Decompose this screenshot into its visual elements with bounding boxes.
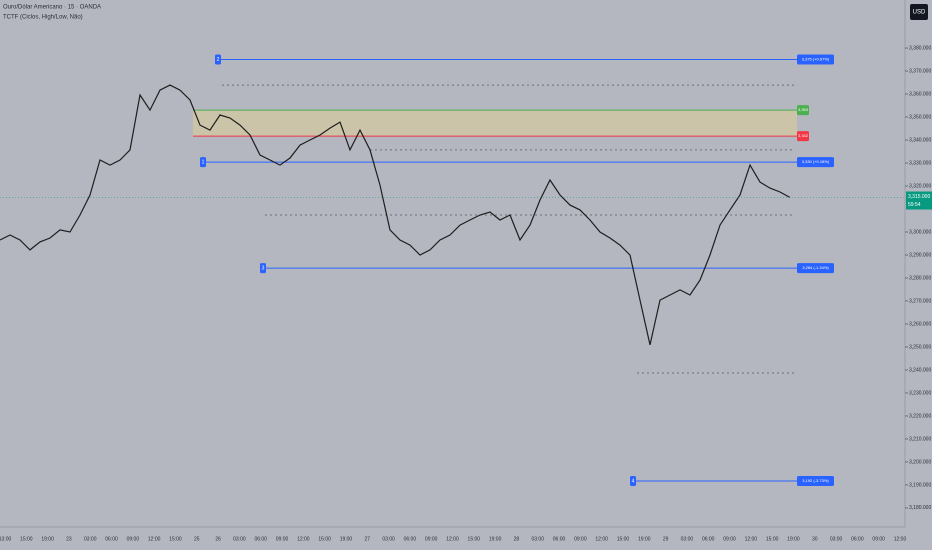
y-tick-label: 3,220.000	[909, 413, 931, 419]
zone-fill	[193, 110, 797, 137]
price-line	[0, 84, 791, 346]
y-tick-label: 3,210.000	[909, 436, 931, 442]
level-marker: 3	[262, 265, 265, 271]
y-tick-label: 3,340.000	[909, 137, 931, 143]
symbol-title: Ouro/Dólar Americano · 15 · OANDA	[3, 5, 101, 11]
level-label: 3,375 (+0.67%)	[802, 57, 830, 62]
zone-label: 3,353	[798, 107, 809, 112]
x-tick-label: 12:00	[446, 536, 459, 542]
zone-label: 3,342	[798, 133, 809, 138]
x-tick-label: 23	[66, 536, 72, 542]
x-tick-label: 25	[194, 536, 200, 542]
countdown-label: 59:54	[908, 202, 921, 208]
x-tick-label: 19:00	[41, 536, 54, 542]
current-price-label: 3,315.000	[908, 194, 930, 200]
x-tick-label: 09:00	[127, 536, 140, 542]
y-tick-label: 3,250.000	[909, 344, 931, 350]
x-tick-label: 15:00	[766, 536, 779, 542]
y-tick-label: 3,360.000	[909, 91, 931, 97]
x-tick-label: 19:00	[787, 536, 800, 542]
level-marker-box	[215, 54, 221, 65]
x-tick-label: 06:00	[105, 536, 118, 542]
x-tick-label: 19:00	[638, 536, 651, 542]
y-tick-label: 3,380.000	[909, 45, 931, 51]
current-price-box	[906, 191, 932, 210]
x-tick-label: 13:00	[0, 536, 11, 542]
x-tick-label: 12:00	[595, 536, 608, 542]
x-tick-label: 19:00	[489, 536, 502, 542]
y-tick-label: 3,320.000	[909, 183, 931, 189]
level-marker-box	[630, 476, 636, 487]
y-tick-label: 3,290.000	[909, 252, 931, 258]
x-tick-label: 03:00	[531, 536, 544, 542]
x-tick-label: 19:00	[340, 536, 353, 542]
x-tick-label: 03:00	[382, 536, 395, 542]
level-label-box	[797, 263, 834, 274]
level-label: 3,284 (-1.34%)	[802, 265, 829, 270]
level-label-box	[797, 476, 834, 487]
x-tick-label: 09:00	[872, 536, 885, 542]
y-tick-label: 3,180.000	[909, 505, 931, 511]
x-tick-label: 03:00	[681, 536, 694, 542]
y-tick-label: 3,260.000	[909, 321, 931, 327]
y-tick-label: 3,200.000	[909, 459, 931, 465]
x-tick-label: 12:00	[148, 536, 161, 542]
x-tick-label: 03:00	[830, 536, 843, 542]
currency-button[interactable]	[910, 4, 928, 20]
indicator-title: TCTF (Ciclos, High/Low, Não)	[3, 15, 83, 21]
y-tick-label: 3,350.000	[909, 114, 931, 120]
x-tick-label: 09:00	[276, 536, 289, 542]
y-tick-label: 3,240.000	[909, 367, 931, 373]
y-tick-label: 3,370.000	[909, 68, 931, 74]
zone-label-box	[797, 131, 809, 142]
x-tick-label: 30	[812, 536, 818, 542]
level-label: 3,330 (+0.18%)	[802, 159, 830, 164]
x-tick-label: 09:00	[425, 536, 438, 542]
level-marker-box	[260, 263, 266, 274]
x-tick-label: 27	[364, 536, 370, 542]
currency-label[interactable]: USD	[913, 10, 926, 16]
x-tick-label: 06:00	[404, 536, 417, 542]
x-tick-label: 06:00	[851, 536, 864, 542]
level-marker-box	[200, 157, 206, 168]
level-marker: 4	[632, 478, 635, 484]
x-tick-label: 06:00	[254, 536, 267, 542]
x-tick-label: 03:00	[84, 536, 97, 542]
x-tick-label: 15:00	[468, 536, 481, 542]
x-tick-label: 12:00	[745, 536, 758, 542]
level-label: 3,192 (-3.73%)	[802, 478, 829, 483]
y-tick-label: 3,270.000	[909, 298, 931, 304]
x-tick-label: 26	[215, 536, 221, 542]
x-tick-label: 03:00	[233, 536, 246, 542]
level-label-box	[797, 157, 834, 168]
level-label-box	[797, 54, 834, 65]
y-tick-label: 3,230.000	[909, 390, 931, 396]
x-tick-label: 15:00	[318, 536, 331, 542]
y-tick-label: 3,190.000	[909, 482, 931, 488]
x-tick-label: 09:00	[723, 536, 736, 542]
x-tick-label: 12:00	[297, 536, 310, 542]
x-tick-label: 09:00	[574, 536, 587, 542]
zone-label-box	[797, 105, 809, 116]
x-tick-label: 06:00	[702, 536, 715, 542]
y-tick-label: 3,300.000	[909, 229, 931, 235]
x-tick-label: 15:00	[169, 536, 182, 542]
x-tick-label: 15:00	[20, 536, 33, 542]
x-tick-label: 12:00	[894, 536, 907, 542]
x-tick-label: 29	[663, 536, 669, 542]
y-tick-label: 3,330.000	[909, 160, 931, 166]
level-marker: 1	[202, 159, 205, 165]
x-tick-label: 15:00	[617, 536, 630, 542]
x-tick-label: 06:00	[553, 536, 566, 542]
y-tick-label: 3,280.000	[909, 275, 931, 281]
level-marker: 2	[217, 57, 220, 63]
x-tick-label: 28	[514, 536, 520, 542]
